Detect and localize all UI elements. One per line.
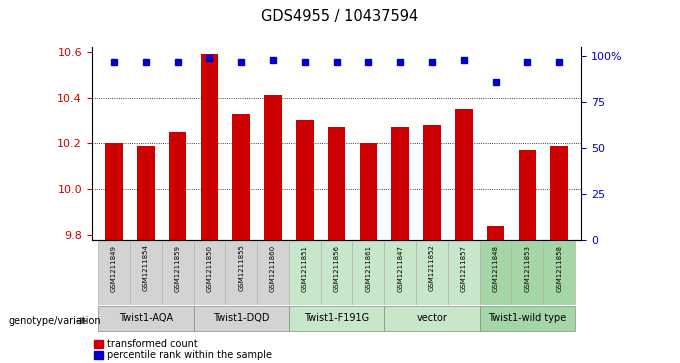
Bar xyxy=(98,241,130,305)
Bar xyxy=(289,306,384,331)
Text: GSM1211848: GSM1211848 xyxy=(492,245,498,291)
Bar xyxy=(519,150,536,240)
Bar xyxy=(194,306,289,331)
Bar xyxy=(384,241,416,305)
Text: GSM1211847: GSM1211847 xyxy=(397,245,403,291)
Bar xyxy=(95,340,103,348)
Bar xyxy=(130,241,162,305)
Text: Twist1-DQD: Twist1-DQD xyxy=(213,313,269,323)
Bar xyxy=(352,241,384,305)
Bar xyxy=(384,306,479,331)
Bar xyxy=(137,146,154,240)
Bar xyxy=(265,95,282,240)
Bar xyxy=(296,121,313,240)
Bar xyxy=(95,351,103,359)
Bar xyxy=(511,241,543,305)
Bar xyxy=(392,127,409,240)
Bar xyxy=(162,241,194,305)
Text: GSM1211852: GSM1211852 xyxy=(429,245,435,291)
Text: percentile rank within the sample: percentile rank within the sample xyxy=(107,350,273,360)
Text: GSM1211860: GSM1211860 xyxy=(270,245,276,292)
Bar xyxy=(289,241,321,305)
Text: GSM1211859: GSM1211859 xyxy=(175,245,181,291)
Bar xyxy=(360,143,377,240)
Bar xyxy=(225,241,257,305)
Text: GSM1211850: GSM1211850 xyxy=(207,245,212,291)
Bar xyxy=(105,143,123,240)
Bar xyxy=(543,241,575,305)
Text: GSM1211855: GSM1211855 xyxy=(238,245,244,291)
Bar xyxy=(416,241,448,305)
Bar xyxy=(423,125,441,240)
Text: GSM1211856: GSM1211856 xyxy=(334,245,339,291)
Text: transformed count: transformed count xyxy=(107,339,198,349)
Bar xyxy=(98,306,194,331)
Text: Twist1-wild type: Twist1-wild type xyxy=(488,313,566,323)
Bar xyxy=(550,146,568,240)
Text: GDS4955 / 10437594: GDS4955 / 10437594 xyxy=(261,9,419,24)
Text: GSM1211854: GSM1211854 xyxy=(143,245,149,291)
Bar xyxy=(328,127,345,240)
Text: GSM1211849: GSM1211849 xyxy=(111,245,117,291)
Bar xyxy=(479,241,511,305)
Bar xyxy=(194,241,225,305)
Bar xyxy=(448,241,479,305)
Text: Twist1-F191G: Twist1-F191G xyxy=(304,313,369,323)
Bar xyxy=(479,306,575,331)
Bar xyxy=(257,241,289,305)
Text: GSM1211858: GSM1211858 xyxy=(556,245,562,291)
Text: vector: vector xyxy=(417,313,447,323)
Bar xyxy=(321,241,352,305)
Text: GSM1211851: GSM1211851 xyxy=(302,245,308,291)
Text: GSM1211853: GSM1211853 xyxy=(524,245,530,291)
Bar xyxy=(233,114,250,240)
Bar xyxy=(201,54,218,240)
Bar xyxy=(487,226,505,240)
Bar xyxy=(169,132,186,240)
Text: Twist1-AQA: Twist1-AQA xyxy=(119,313,173,323)
Text: GSM1211857: GSM1211857 xyxy=(461,245,466,291)
Text: genotype/variation: genotype/variation xyxy=(8,316,101,326)
Text: GSM1211861: GSM1211861 xyxy=(365,245,371,292)
Bar xyxy=(455,109,473,240)
